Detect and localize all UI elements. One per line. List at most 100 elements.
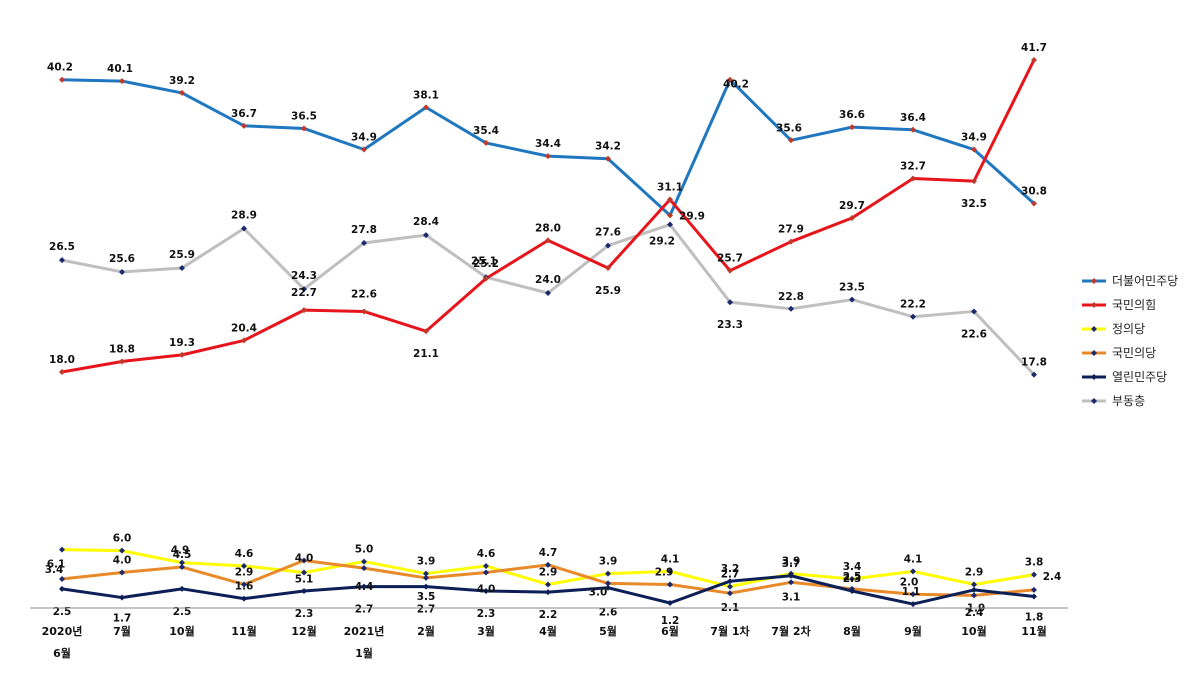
data-point xyxy=(788,305,794,312)
data-label: 36.7 xyxy=(231,108,257,120)
data-label: 28.4 xyxy=(413,216,439,228)
legend-marker xyxy=(1091,398,1097,404)
data-point xyxy=(483,275,489,282)
data-point xyxy=(1031,593,1037,600)
data-label: 3.1 xyxy=(782,591,801,603)
data-point xyxy=(59,257,65,264)
data-point xyxy=(423,570,429,577)
x-tick-label: 8월 xyxy=(843,624,861,638)
data-label: 29.7 xyxy=(839,200,865,212)
data-label: 27.9 xyxy=(778,224,804,236)
data-label: 2.0 xyxy=(900,576,919,588)
data-label: 2.5 xyxy=(843,571,862,583)
data-point xyxy=(423,104,429,111)
x-tick-label: 9월 xyxy=(904,624,922,638)
data-point xyxy=(667,600,673,606)
data-point xyxy=(179,351,185,358)
data-label: 2.9 xyxy=(655,566,674,578)
data-point xyxy=(605,570,611,577)
data-label: 40.2 xyxy=(723,79,749,91)
data-label: 41.7 xyxy=(1021,42,1047,54)
data-label: 29.2 xyxy=(649,236,675,248)
data-point xyxy=(971,592,977,599)
data-point xyxy=(545,153,551,160)
legend-label: 열린민주당 xyxy=(1112,370,1167,384)
x-tick-label: 2021년 xyxy=(344,624,385,638)
data-point xyxy=(910,568,916,575)
data-label: 4.0 xyxy=(295,552,314,564)
data-point xyxy=(119,78,125,85)
data-label: 40.1 xyxy=(107,63,133,75)
data-point xyxy=(119,547,125,554)
data-point xyxy=(241,581,247,588)
data-point xyxy=(545,581,551,588)
data-point xyxy=(361,558,367,565)
data-label: 2.9 xyxy=(539,566,558,578)
x-tick-label: 7월 2차 xyxy=(771,624,811,638)
data-label: 4.1 xyxy=(661,553,680,565)
data-label: 3.2 xyxy=(721,563,740,575)
data-point xyxy=(179,265,185,271)
x-tick-label: 5월 xyxy=(599,624,617,638)
x-tick-label: 10월 xyxy=(961,624,986,638)
x-tick-label: 11월 xyxy=(231,624,256,638)
x-axis-ticks: 2020년 6월 7월 10월 11월 12월 2021년 1월 2월 3월 4월 5월 6월 7월 1차… xyxy=(42,624,1047,660)
data-point xyxy=(667,212,673,219)
x-tick-label: 6월 xyxy=(53,646,71,660)
data-label: 26.5 xyxy=(49,241,75,253)
data-label: 22.2 xyxy=(900,299,926,311)
data-label: 2.7 xyxy=(721,569,740,581)
data-point xyxy=(667,221,673,228)
x-tick-label: 6월 xyxy=(661,624,679,638)
data-label: 18.8 xyxy=(109,343,135,355)
data-point xyxy=(179,89,185,96)
data-point xyxy=(545,561,551,568)
data-point xyxy=(1031,371,1037,378)
data-label: 4.1 xyxy=(904,553,923,565)
data-label: 19.3 xyxy=(169,337,195,349)
legend-label: 부동층 xyxy=(1112,394,1145,408)
data-label: 2.9 xyxy=(965,566,984,578)
data-label: 27.6 xyxy=(595,227,621,239)
data-label: 3.4 xyxy=(45,564,64,576)
data-point xyxy=(971,308,977,315)
data-point xyxy=(788,572,794,579)
data-label: 3.5 xyxy=(417,591,436,603)
data-label: 25.2 xyxy=(473,258,499,270)
data-point xyxy=(727,590,733,597)
data-label: 6.1 xyxy=(47,559,66,571)
data-point xyxy=(241,337,247,344)
data-label: 2.2 xyxy=(539,609,558,621)
data-point xyxy=(423,574,429,581)
data-label: 32.5 xyxy=(961,198,987,210)
series-markers xyxy=(59,57,1037,608)
data-label: 36.5 xyxy=(291,110,317,122)
data-point xyxy=(179,564,185,571)
data-label: 2.7 xyxy=(417,604,436,616)
data-point xyxy=(483,562,489,569)
data-label: 32.7 xyxy=(900,160,926,172)
data-label: 3.4 xyxy=(843,561,862,573)
data-point xyxy=(241,562,247,569)
data-label: 22.6 xyxy=(961,328,987,340)
data-label: 34.9 xyxy=(961,132,987,144)
legend-marker xyxy=(1091,350,1097,356)
data-point xyxy=(1031,586,1037,593)
data-point xyxy=(545,589,551,596)
data-point xyxy=(667,196,673,203)
data-label: 2.7 xyxy=(355,604,374,616)
data-point xyxy=(241,122,247,129)
data-point xyxy=(788,137,794,144)
data-point xyxy=(1031,200,1037,207)
data-label: 23.3 xyxy=(717,319,743,331)
data-label: 4.6 xyxy=(235,548,254,560)
data-label: 34.2 xyxy=(595,141,621,153)
legend-label: 국민의힘 xyxy=(1112,298,1156,312)
data-point xyxy=(241,225,247,232)
data-label: 2.6 xyxy=(599,607,618,619)
data-point xyxy=(727,578,733,585)
data-label: 25.6 xyxy=(109,253,135,265)
data-label: 2.5 xyxy=(173,606,192,618)
legend-label: 국민의당 xyxy=(1112,346,1156,360)
